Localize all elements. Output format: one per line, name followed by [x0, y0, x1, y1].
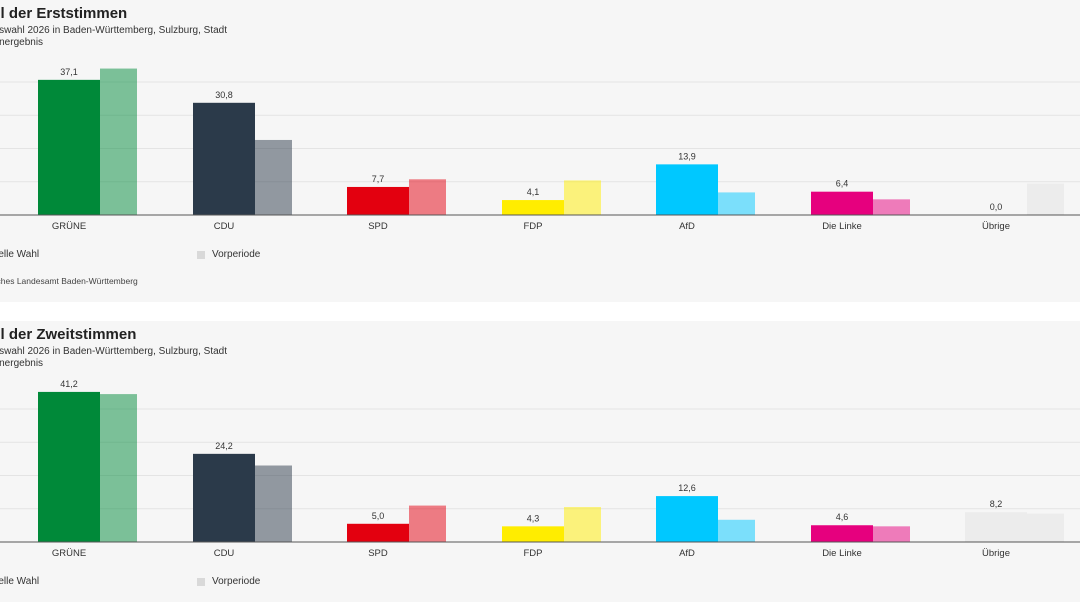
category-label: CDU: [214, 221, 235, 232]
bar-previous-afd: [718, 192, 755, 215]
data-label: 4,3: [527, 513, 540, 523]
bar-current-spd: [347, 186, 409, 215]
data-label: 0,0: [990, 202, 1003, 212]
data-label: 24,2: [215, 441, 233, 451]
data-label: 37,1: [60, 67, 78, 77]
chart-status: henergebnis: [0, 37, 44, 48]
data-label: 6,4: [836, 179, 849, 189]
bar-current-afd: [656, 164, 718, 215]
bar-previous-afd: [718, 519, 755, 542]
data-label: 7,7: [372, 174, 385, 184]
bar-previous-spd: [409, 505, 446, 542]
category-label: AfD: [679, 548, 695, 559]
bar-previous-übrige: [1027, 183, 1064, 215]
bar-previous-fdp: [564, 507, 601, 542]
chart-subtitle: agswahl 2026 in Baden-Württemberg, Sulzb…: [0, 346, 228, 357]
category-label: AfD: [679, 221, 695, 232]
category-label: Die Linke: [822, 221, 862, 232]
bar-previous-spd: [409, 179, 446, 215]
bar-current-grüne: [38, 391, 100, 542]
legend-swatch-previous: [197, 250, 205, 259]
data-label: 30,8: [215, 90, 233, 100]
bar-current-spd: [347, 523, 409, 542]
bar-previous-fdp: [564, 180, 601, 215]
bar-current-grüne: [38, 79, 100, 215]
chart-title: eil der Erststimmen: [0, 5, 128, 22]
bar-current-die-linke: [811, 191, 873, 215]
bar-current-cdu: [193, 453, 255, 542]
legend-item-current: tuelle Wahl: [0, 576, 39, 587]
bar-previous-die-linke: [873, 199, 910, 215]
category-label: Übrige: [982, 548, 1010, 559]
bar-previous-grüne: [100, 68, 137, 215]
chart-source: tisches Landesamt Baden-Württemberg: [0, 276, 138, 286]
bar-previous-übrige: [1027, 513, 1064, 542]
data-label: 5,0: [372, 511, 385, 521]
legend-label-current: tuelle Wahl: [0, 576, 40, 587]
data-label: 4,1: [527, 187, 540, 197]
chart-panel-erststimmen: eil der Erststimmen agswahl 2026 in Bade…: [0, 5, 1080, 286]
data-label: 41,2: [60, 379, 78, 389]
category-label: GRÜNE: [52, 221, 86, 232]
bar-current-afd: [656, 496, 718, 542]
category-label: CDU: [214, 548, 235, 559]
bar-previous-cdu: [255, 465, 292, 542]
chart-status: henergebnis: [0, 358, 44, 369]
data-label: 8,2: [990, 499, 1003, 509]
legend-label-previous: Vorperiode: [212, 576, 261, 587]
bar-previous-grüne: [100, 394, 137, 542]
bar-chart-zweitstimmen: 41,2 GRÜNE 24,2 CDU 5,0 SPD 4,3 FDP 12,6 AfD 4,6 Di…: [0, 379, 1080, 559]
data-label: 13,9: [678, 151, 696, 161]
legend-swatch-previous: [197, 577, 205, 586]
legend-label-current: tuelle Wahl: [0, 249, 40, 260]
category-label: SPD: [368, 221, 388, 232]
data-label: 4,6: [836, 512, 849, 522]
bar-current-die-linke: [811, 525, 873, 542]
category-label: Die Linke: [822, 548, 862, 559]
chart-subtitle: agswahl 2026 in Baden-Württemberg, Sulzb…: [0, 25, 228, 36]
data-label: 12,6: [678, 483, 696, 493]
chart-panel-zweitstimmen: eil der Zweitstimmen agswahl 2026 in Bad…: [0, 321, 1080, 602]
bar-previous-die-linke: [873, 526, 910, 542]
category-label: FDP: [524, 221, 543, 232]
bar-current-fdp: [502, 200, 564, 215]
category-label: FDP: [524, 548, 543, 559]
legend-item-previous: Vorperiode: [197, 576, 260, 587]
bar-current-übrige: [965, 512, 1027, 542]
bar-current-cdu: [193, 102, 255, 215]
bar-current-fdp: [502, 526, 564, 542]
category-label: GRÜNE: [52, 548, 86, 559]
bar-previous-cdu: [255, 139, 292, 215]
bar-chart-erststimmen: 37,1 GRÜNE 30,8 CDU 7,7 SPD 4,1 FDP 13,9 AfD 6,4 Di…: [0, 67, 1080, 232]
legend-item-current: tuelle Wahl: [0, 249, 39, 260]
category-label: Übrige: [982, 221, 1010, 232]
category-label: SPD: [368, 548, 388, 559]
chart-title: eil der Zweitstimmen: [0, 326, 137, 343]
legend-label-previous: Vorperiode: [212, 249, 261, 260]
legend-item-previous: Vorperiode: [197, 249, 260, 260]
